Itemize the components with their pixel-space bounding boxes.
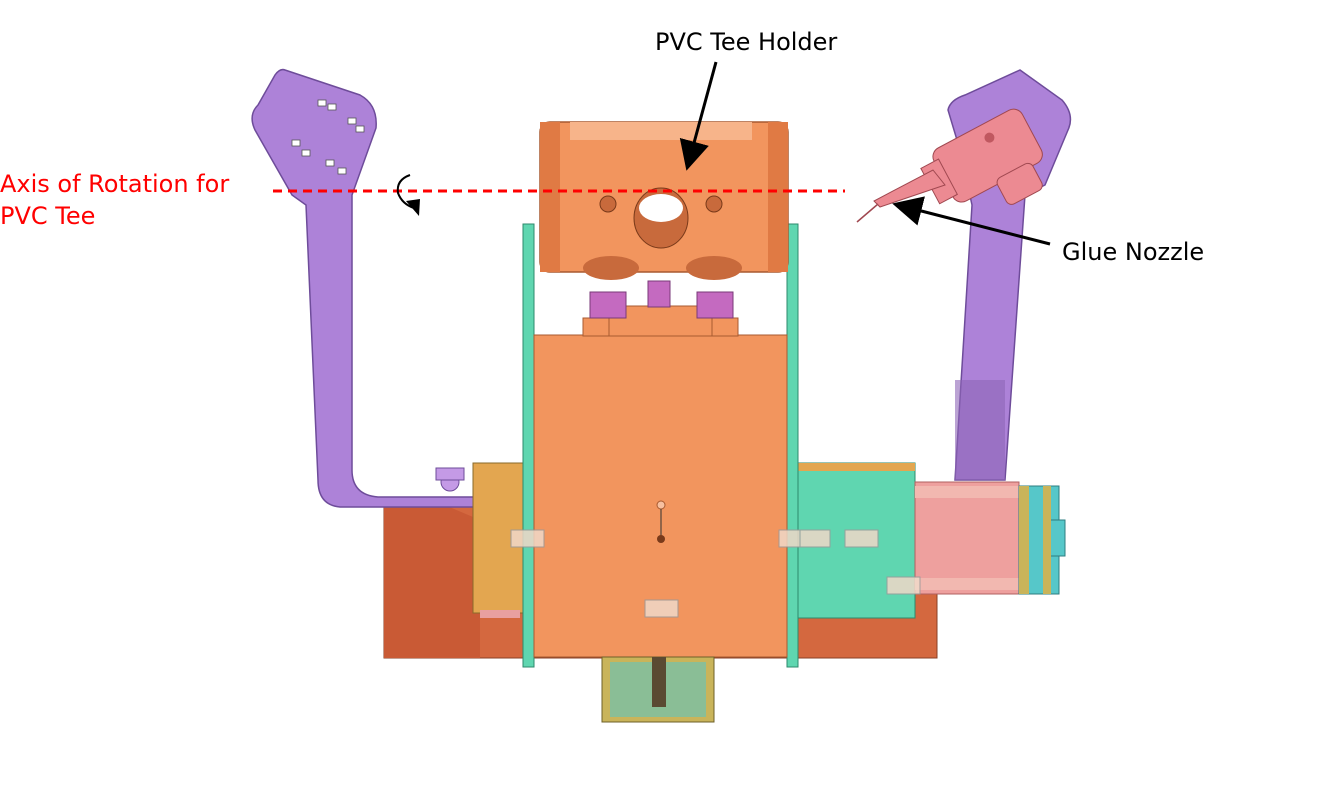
axis-of-rotation-label: Axis of Rotation for PVC Tee	[0, 168, 229, 232]
left-side-plate	[522, 223, 535, 668]
glue-nozzle-assembly	[856, 108, 1043, 223]
axis-label-line-1: Axis of Rotation for	[0, 170, 230, 198]
left-gold-foot	[480, 610, 520, 618]
pvc-tee-holder	[539, 121, 789, 280]
left-arm	[251, 68, 476, 508]
axis-label-line-2: PVC Tee	[0, 202, 96, 230]
right-side-plate	[786, 223, 799, 668]
rotation-arrow-icon	[396, 174, 420, 216]
holder-pointer-arrow	[679, 61, 718, 171]
bottom-motor	[601, 656, 715, 723]
glue-nozzle-label: Glue Nozzle	[1062, 238, 1205, 266]
pvc-tee-holder-label: PVC Tee Holder	[655, 28, 838, 56]
connector-clips	[510, 529, 921, 618]
nozzle-pointer-arrow	[892, 196, 1051, 246]
top-mount	[582, 280, 739, 337]
